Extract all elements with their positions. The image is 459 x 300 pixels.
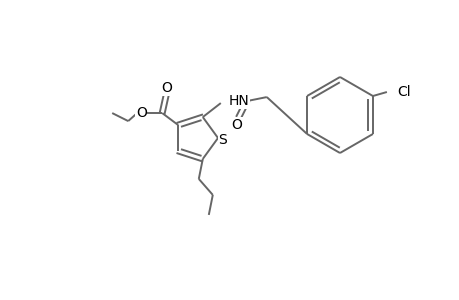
Text: O: O — [160, 81, 171, 95]
Text: O: O — [135, 106, 146, 120]
Text: S: S — [218, 133, 227, 147]
Text: O: O — [231, 118, 242, 132]
Text: Cl: Cl — [396, 85, 409, 99]
Text: HN: HN — [228, 94, 249, 108]
